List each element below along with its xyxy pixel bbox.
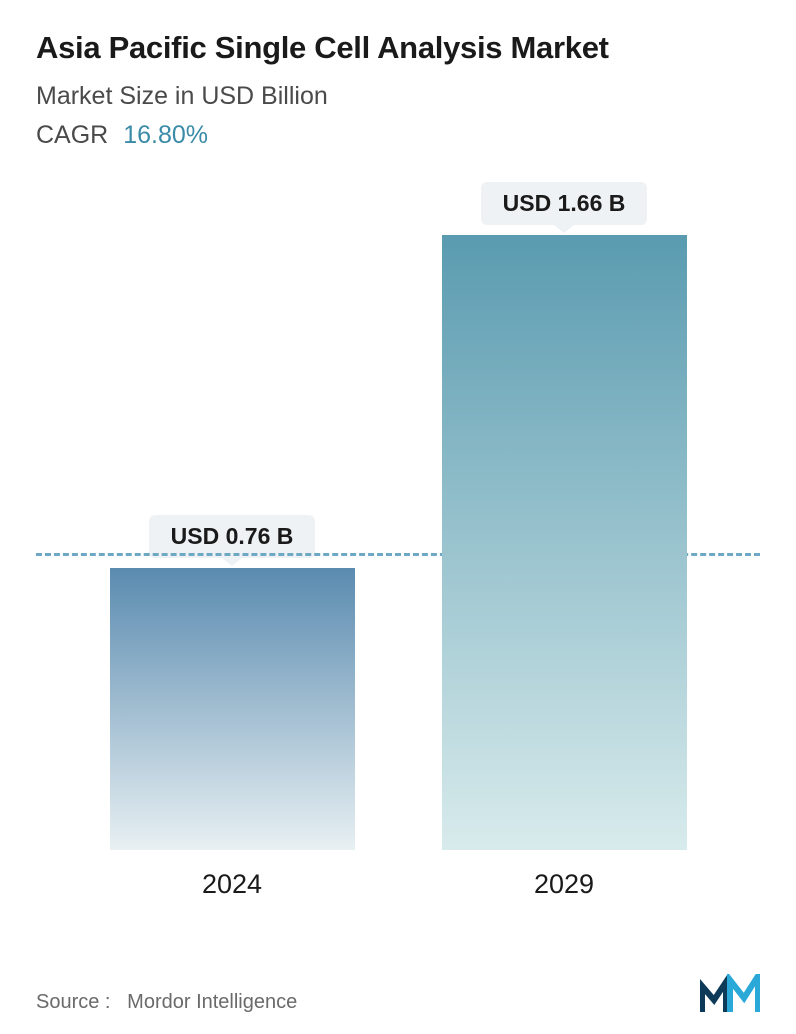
source-line: Source : Mordor Intelligence bbox=[36, 991, 297, 1014]
chart-subtitle: Market Size in USD Billion bbox=[36, 82, 760, 111]
cagr-label: CAGR bbox=[36, 121, 108, 149]
source-label: Source : bbox=[36, 991, 110, 1013]
cagr-value: 16.80% bbox=[123, 121, 208, 149]
bar-group-0: USD 0.76 B bbox=[92, 515, 372, 850]
mordor-logo-icon bbox=[700, 974, 760, 1014]
bar-0 bbox=[110, 568, 355, 850]
x-axis-labels: 2024 2029 bbox=[36, 869, 760, 900]
bars-container: USD 0.76 B USD 1.66 B bbox=[36, 180, 760, 850]
chart-area: USD 0.76 B USD 1.66 B 2024 2029 bbox=[36, 180, 760, 900]
chart-title: Asia Pacific Single Cell Analysis Market bbox=[36, 30, 760, 66]
category-label-1: 2029 bbox=[424, 869, 704, 900]
value-label-1: USD 1.66 B bbox=[481, 182, 648, 225]
bar-1 bbox=[442, 235, 687, 850]
value-label-0: USD 0.76 B bbox=[149, 515, 316, 558]
bar-group-1: USD 1.66 B bbox=[424, 182, 704, 850]
cagr-line: CAGR 16.80% bbox=[36, 121, 760, 150]
source-text: Mordor Intelligence bbox=[127, 991, 297, 1013]
category-label-0: 2024 bbox=[92, 869, 372, 900]
footer: Source : Mordor Intelligence bbox=[36, 974, 760, 1014]
